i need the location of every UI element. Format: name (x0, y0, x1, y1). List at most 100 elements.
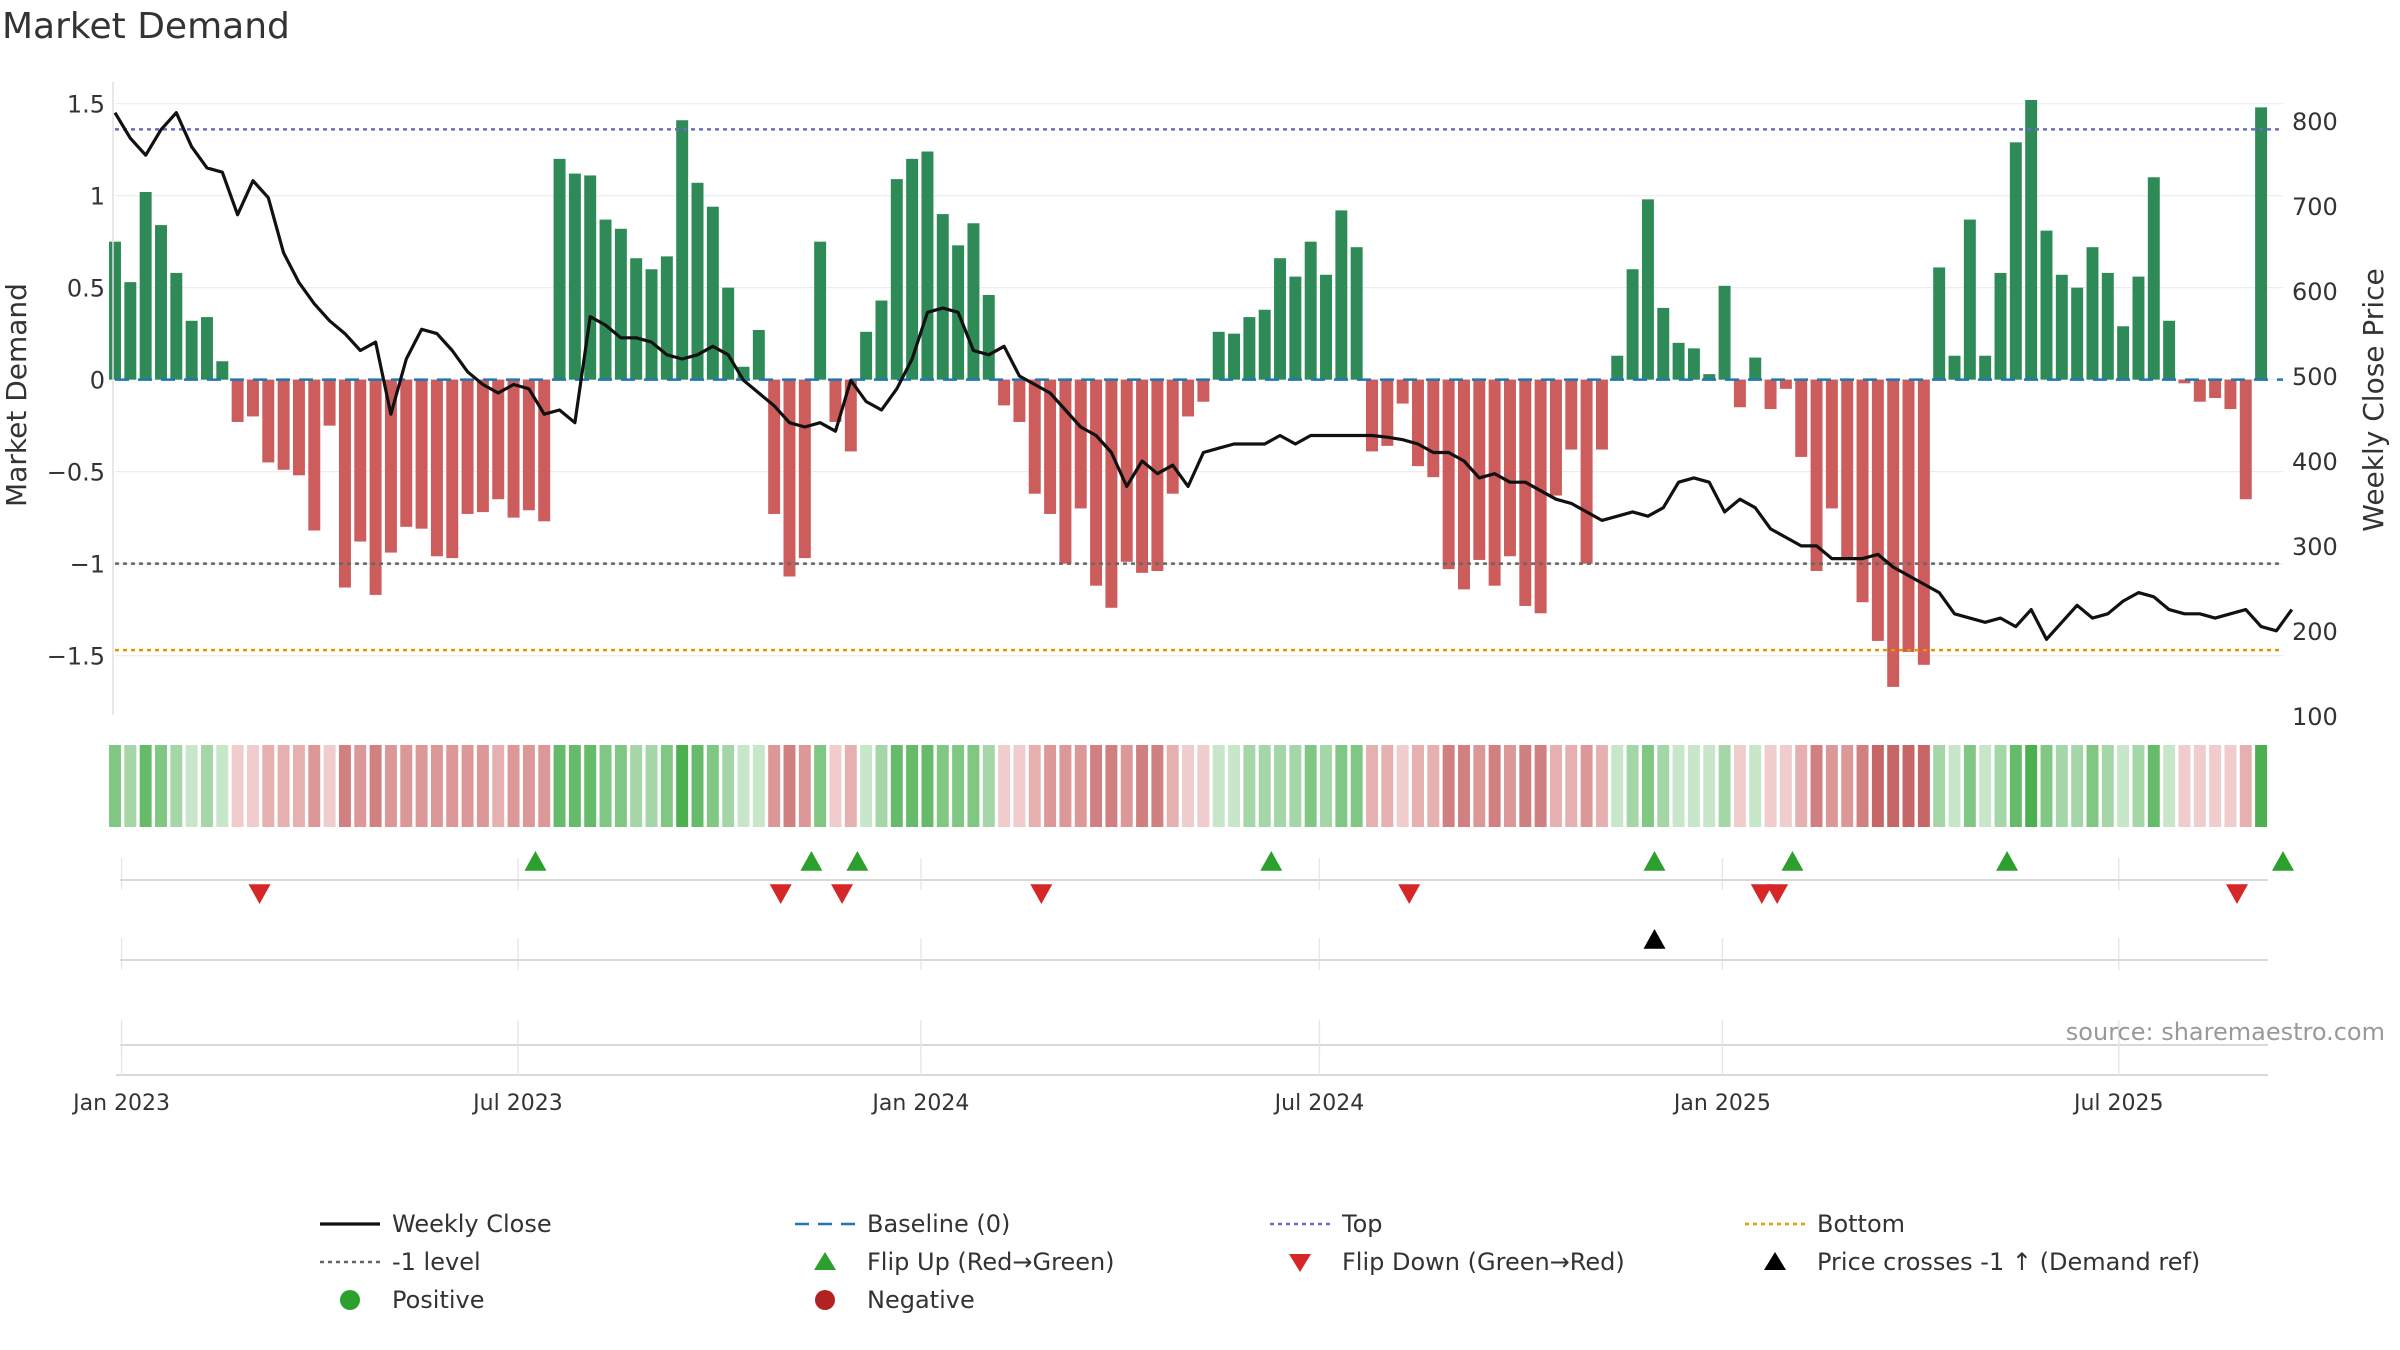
demand-bar-negative (1580, 379, 1593, 564)
legend-label: Flip Up (Red→Green) (867, 1248, 1115, 1276)
heat-strip-cell (737, 745, 750, 827)
heat-strip-cell (768, 745, 781, 827)
demand-bar-negative (369, 379, 382, 595)
heat-strip-cell (461, 745, 474, 827)
heat-strip-cell (722, 745, 735, 827)
demand-bar-positive (1672, 342, 1685, 380)
x-tick-label: Jan 2024 (870, 1091, 969, 1116)
heat-strip-cell (384, 745, 397, 827)
flip-up-marker (846, 851, 869, 871)
demand-bar-negative (2178, 379, 2191, 384)
y2-tick-label: 200 (2292, 618, 2338, 646)
heat-strip-cell (1166, 745, 1179, 827)
heat-strip-cell (1120, 745, 1133, 827)
demand-bar-negative (2239, 379, 2252, 500)
demand-bar-negative (446, 379, 459, 559)
heat-strip-cell (2255, 745, 2268, 827)
demand-bar-positive (1228, 333, 1241, 380)
y-tick-label: 1 (90, 183, 105, 211)
demand-bar-negative (1825, 379, 1838, 509)
demand-bar-negative (1427, 379, 1440, 478)
heat-strip-cell (1396, 745, 1409, 827)
legend-label: -1 level (392, 1248, 481, 1276)
heat-strip-cell (1565, 745, 1578, 827)
heat-strip-cell (1442, 745, 1455, 827)
demand-bar-negative (1856, 379, 1869, 603)
heat-strip-cell (476, 745, 489, 827)
demand-bar-negative (1534, 379, 1547, 614)
demand-bar-negative (1166, 379, 1179, 494)
heat-strip-cell (1289, 745, 1302, 827)
heat-strip-cell (1687, 745, 1700, 827)
legend-swatch-circle (340, 1290, 360, 1310)
demand-bar-positive (1979, 355, 1992, 380)
heat-strip-cell (2071, 745, 2084, 827)
heat-strip-cell (967, 745, 980, 827)
heat-strip-cell (1672, 745, 1685, 827)
demand-bar-positive (614, 228, 627, 380)
heat-strip-cell (170, 745, 183, 827)
heat-strip-cell (630, 745, 643, 827)
heat-strip-cell (1182, 745, 1195, 827)
heat-strip-cell (553, 745, 566, 827)
y-tick-label: 0.5 (67, 275, 105, 303)
legend-label: Price crosses -1 ↑ (Demand ref) (1817, 1248, 2200, 1276)
heat-strip-cell (2178, 745, 2191, 827)
demand-bar-negative (1197, 379, 1210, 402)
heat-strip-cell (1825, 745, 1838, 827)
heat-strip-cell (1779, 745, 1792, 827)
heat-strip-cell (1549, 745, 1562, 827)
demand-bar-positive (752, 329, 765, 380)
demand-bar-negative (1733, 379, 1746, 408)
demand-bar-negative (1182, 379, 1195, 417)
heat-strip-cell (1979, 745, 1992, 827)
heat-strip-cell (2209, 745, 2222, 827)
x-tick-label: Jul 2024 (1273, 1091, 1365, 1116)
demand-bar-positive (1687, 348, 1700, 380)
x-tick-label: Jul 2025 (2072, 1091, 2164, 1116)
axis-layer: 1.5 1 0.5 0 −0.5 −1 −1.5 800 700 600 500 400 300 200 1… (0, 82, 2390, 1116)
heat-strip-cell (1350, 745, 1363, 827)
demand-bar-negative (246, 379, 259, 417)
y-tick-label: 0 (90, 367, 105, 395)
demand-bar-negative (1565, 379, 1578, 450)
demand-bar-positive (1948, 355, 1961, 380)
heat-strip-cell (155, 745, 167, 827)
demand-bar-positive (1703, 374, 1716, 380)
demand-bar-negative (2209, 379, 2222, 399)
heat-strip-cell (1427, 745, 1440, 827)
x-tick-label: Jan 2023 (71, 1091, 170, 1116)
y2-tick-label: 500 (2292, 363, 2338, 391)
bar-layer (109, 100, 2268, 687)
heat-strip-cell (1580, 745, 1593, 827)
heat-strip-cell (1151, 745, 1164, 827)
heat-strip-cell (691, 745, 704, 827)
heat-strip-cell (584, 745, 597, 827)
heat-strip-cell (1917, 745, 1930, 827)
heat-strip-cell (783, 745, 796, 827)
heat-strip-cell (1841, 745, 1854, 827)
demand-bar-negative (2224, 379, 2237, 410)
heat-strip-cell (1044, 745, 1057, 827)
demand-bar-positive (1274, 258, 1287, 380)
price-cross-marker (1643, 929, 1666, 949)
demand-bar-negative (1764, 379, 1777, 410)
demand-bar-negative (1136, 379, 1149, 573)
demand-bar-positive (1289, 276, 1302, 380)
demand-bar-positive (109, 241, 121, 380)
y-tick-label: −0.5 (47, 459, 105, 487)
demand-bar-negative (1044, 379, 1057, 514)
heat-strip-cell (2101, 745, 2114, 827)
heat-strip-cell (139, 745, 152, 827)
demand-bar-negative (798, 379, 811, 559)
heat-strip-cell (936, 745, 949, 827)
demand-bar-negative (522, 379, 535, 511)
y-tick-label: −1.5 (47, 643, 105, 671)
flip-down-marker (1766, 884, 1789, 904)
source-text: source: sharemaestro.com (2066, 1018, 2385, 1046)
demand-bar-positive (599, 219, 612, 380)
demand-bar-negative (354, 379, 367, 542)
flip-up-marker (524, 851, 547, 871)
heat-strip-cell (1381, 745, 1394, 827)
demand-bar-positive (1994, 272, 2007, 380)
